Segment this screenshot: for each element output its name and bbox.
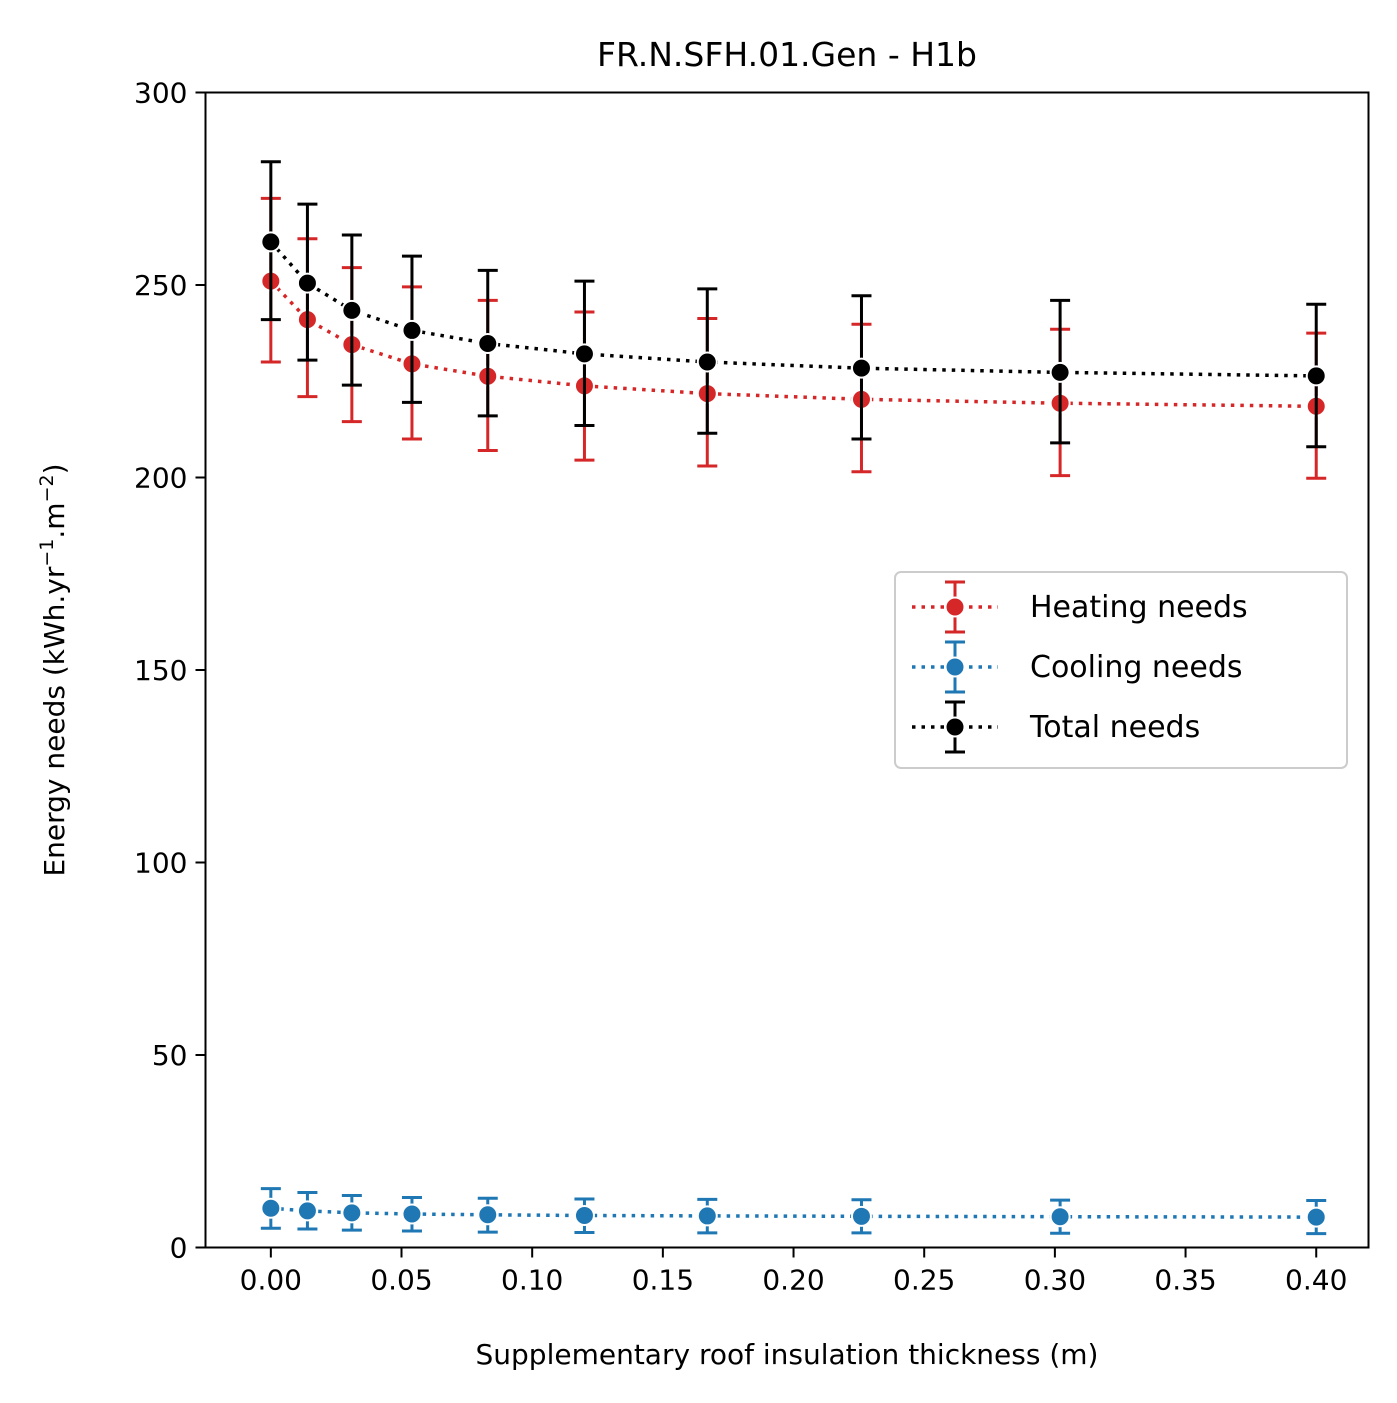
y-axis-label-end: ) xyxy=(38,463,71,474)
data-point xyxy=(296,1200,318,1222)
series-line xyxy=(270,1206,1317,1219)
x-tick-label: 0.40 xyxy=(1285,1264,1347,1297)
data-point xyxy=(1049,1206,1071,1228)
data-point xyxy=(1305,1206,1327,1228)
x-axis-ticks: 0.00 0.05 0.10 0.15 0.20 0.25 0.30 0.35 0.40 xyxy=(240,1247,1347,1297)
x-tick-label: 0.20 xyxy=(762,1264,824,1297)
data-point xyxy=(850,1205,872,1227)
x-axis-label: Supplementary roof insulation thickness … xyxy=(476,1338,1099,1371)
x-tick-label: 0.05 xyxy=(370,1264,432,1297)
data-point xyxy=(1305,365,1327,387)
x-tick-label: 0.15 xyxy=(632,1264,694,1297)
legend: Heating needs Cooling needs Total needs xyxy=(894,571,1348,769)
y-tick-label: 50 xyxy=(152,1039,188,1072)
legend-label: Total needs xyxy=(1029,710,1200,745)
data-point xyxy=(341,299,363,321)
data-point xyxy=(573,343,595,365)
y-axis-label-sup2: −2 xyxy=(36,474,58,502)
y-axis-label: Energy needs (kWh.yr−1.m−2) xyxy=(36,463,71,876)
legend-entry: Cooling needs xyxy=(912,640,1243,694)
data-point xyxy=(850,357,872,379)
data-point xyxy=(477,333,499,355)
y-axis-ticks: 0 50 100 150 200 250 300 xyxy=(134,77,206,1265)
x-tick-label: 0.10 xyxy=(501,1264,563,1297)
data-point xyxy=(696,351,718,373)
y-tick-label: 150 xyxy=(134,654,187,687)
data-point xyxy=(401,319,423,341)
x-tick-label: 0.25 xyxy=(893,1264,955,1297)
y-axis-label-mid: .m xyxy=(38,502,71,538)
data-point xyxy=(341,1202,363,1224)
y-tick-label: 100 xyxy=(134,847,187,880)
data-point xyxy=(296,272,318,294)
data-point xyxy=(696,1205,718,1227)
data-point xyxy=(1049,361,1071,383)
y-tick-label: 250 xyxy=(134,269,187,302)
data-point xyxy=(477,1204,499,1226)
y-tick-label: 0 xyxy=(170,1232,188,1265)
legend-entry: Heating needs xyxy=(912,580,1248,634)
legend-marker xyxy=(944,716,966,738)
data-point xyxy=(260,1197,282,1219)
data-point xyxy=(401,1203,423,1225)
x-tick-label: 0.35 xyxy=(1154,1264,1216,1297)
plot-marks xyxy=(260,160,1327,1236)
chart-title: FR.N.SFH.01.Gen - H1b xyxy=(597,35,977,74)
y-tick-label: 300 xyxy=(134,77,187,110)
y-tick-label: 200 xyxy=(134,462,187,495)
x-tick-label: 0.30 xyxy=(1024,1264,1086,1297)
legend-label: Heating needs xyxy=(1030,590,1248,625)
data-point xyxy=(573,1205,595,1227)
legend-marker xyxy=(944,656,966,678)
y-axis-label-main: Energy needs (kWh.yr xyxy=(38,566,71,876)
legend-label: Cooling needs xyxy=(1030,650,1243,685)
y-axis-label-sup1: −1 xyxy=(36,539,58,567)
legend-entry: Total needs xyxy=(912,700,1200,754)
legend-marker xyxy=(944,596,966,618)
series-cooling-needs xyxy=(260,1187,1327,1236)
series-total-needs xyxy=(260,160,1327,449)
x-tick-label: 0.00 xyxy=(240,1264,302,1297)
series-line xyxy=(269,279,1317,409)
series-line xyxy=(269,240,1317,378)
data-point xyxy=(260,231,282,253)
legend-box xyxy=(894,571,1348,769)
